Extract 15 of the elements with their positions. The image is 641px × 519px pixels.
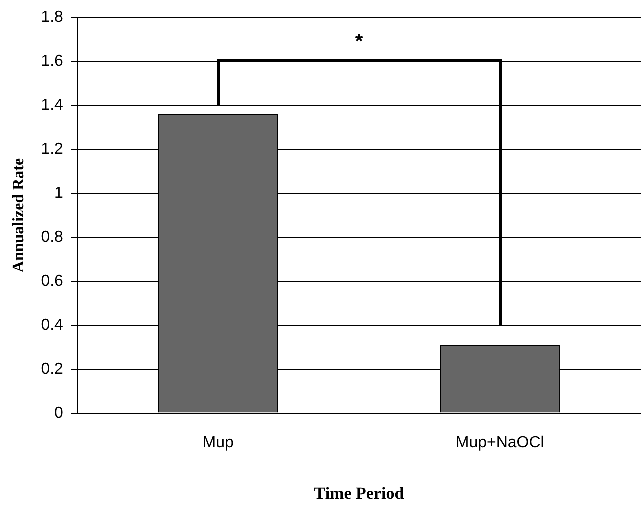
x-tick-label: Mup+NaOCl [456, 434, 544, 452]
y-tick-label: 0.4 [41, 316, 64, 334]
x-tick-label: Mup [202, 434, 234, 452]
x-axis-title: Time Period [314, 484, 405, 504]
y-tick-label: 0.6 [41, 272, 64, 290]
y-tick-label: 1.2 [41, 140, 64, 158]
y-axis-title: Annualized Rate [10, 158, 28, 273]
y-tick-label: 1.4 [41, 96, 64, 114]
y-tick-label: 1.8 [41, 9, 64, 26]
y-tick-label: 0.8 [41, 228, 64, 246]
y-tick-label: 1.6 [41, 52, 64, 70]
y-tick-label: 0.2 [41, 360, 64, 378]
y-tick-label: 1 [54, 184, 64, 202]
y-tick-label: 0 [54, 404, 64, 422]
annotation: * [355, 30, 364, 53]
